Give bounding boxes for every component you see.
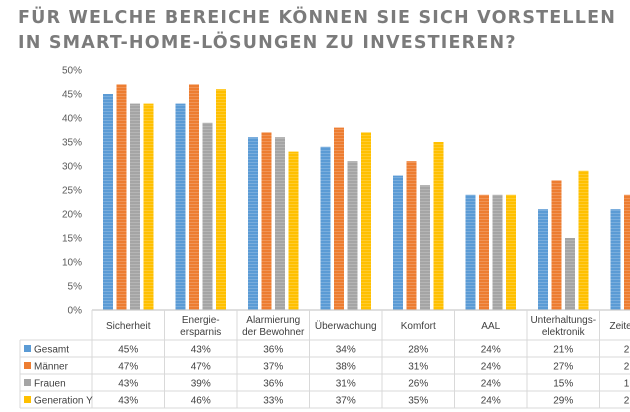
bar-texture	[248, 137, 258, 310]
table-cell-value: 47%	[118, 362, 138, 373]
table-cell-value: 28%	[408, 345, 428, 356]
bar-texture	[538, 209, 548, 310]
table-cell-value: 31%	[336, 379, 356, 390]
bar-texture	[465, 194, 476, 310]
bar-texture	[334, 127, 344, 310]
category-label: Überwachung	[315, 320, 377, 332]
bar-texture	[578, 170, 589, 310]
y-tick-label: 5%	[68, 282, 83, 293]
table-cell-value: 2	[624, 345, 630, 356]
y-tick-label: 35%	[62, 138, 82, 149]
legend-swatch	[24, 362, 31, 369]
category-label: Energie-	[182, 315, 220, 326]
bar-texture	[610, 209, 621, 310]
bar-texture	[143, 103, 154, 310]
bar-texture	[479, 194, 489, 310]
y-tick-label: 20%	[62, 210, 82, 221]
bar-texture	[189, 84, 199, 311]
table-cell-value: 2	[624, 396, 630, 407]
bar-texture	[175, 103, 186, 310]
table-cell-value: 26%	[408, 379, 428, 390]
bar-texture	[420, 185, 430, 310]
title-line-2: IN SMART-HOME-LÖSUNGEN ZU INVESTIEREN?	[18, 33, 517, 53]
bar-texture	[565, 238, 575, 310]
category-label: Unterhaltungs-	[530, 315, 596, 326]
table-cell-value: 43%	[118, 379, 138, 390]
bar-texture	[216, 89, 226, 310]
table-cell-value: 43%	[191, 345, 211, 356]
chart-title: FÜR WELCHE BEREICHE KÖNNEN SIE SICH VORS…	[18, 6, 616, 56]
table-cell-value: 2	[624, 362, 630, 373]
bar-texture	[275, 137, 285, 310]
bar-texture	[116, 84, 127, 311]
y-tick-label: 25%	[62, 186, 82, 197]
bar-texture	[347, 161, 358, 310]
category-label: Sicherheit	[106, 321, 151, 332]
bar-texture	[288, 151, 299, 310]
legend-swatch	[24, 379, 31, 386]
table-cell-value: 43%	[118, 396, 138, 407]
bar-texture	[361, 132, 371, 310]
legend-swatch	[24, 396, 31, 403]
table-cell-value: 47%	[191, 362, 211, 373]
table-cell-value: 24%	[481, 345, 501, 356]
legend-label: Frauen	[34, 379, 66, 390]
bar-texture	[433, 142, 444, 310]
legend-swatch	[24, 345, 31, 352]
category-label: ersparnis	[180, 327, 221, 338]
y-tick-label: 30%	[62, 162, 82, 173]
y-tick-label: 45%	[62, 90, 82, 101]
category-label: der Bewohner	[242, 327, 305, 338]
category-label: Alarmierung	[246, 315, 300, 326]
title-line-1: FÜR WELCHE BEREICHE KÖNNEN SIE SICH VORS…	[18, 8, 617, 28]
bar-texture	[130, 103, 140, 310]
y-tick-label: 0%	[68, 306, 83, 317]
bar-texture	[406, 161, 417, 310]
bar-texture	[393, 175, 403, 310]
category-label: Komfort	[401, 321, 436, 332]
category-label: elektronik	[542, 327, 586, 338]
table-cell-value: 15%	[553, 379, 573, 390]
table-cell-value: 31%	[408, 362, 428, 373]
table-cell-value: 29%	[553, 396, 573, 407]
bars	[103, 84, 630, 311]
table-cell-value: 46%	[191, 396, 211, 407]
y-tick-label: 15%	[62, 234, 82, 245]
bar-texture	[103, 94, 113, 310]
table-cell-value: 1	[624, 379, 630, 390]
y-tick-label: 50%	[62, 66, 82, 77]
table-cell-value: 24%	[481, 396, 501, 407]
table-cell-value: 33%	[263, 396, 283, 407]
table-cell-value: 24%	[481, 379, 501, 390]
y-tick-label: 40%	[62, 114, 82, 125]
table-cell-value: 27%	[553, 362, 573, 373]
bar-texture	[261, 132, 272, 310]
table-cell-value: 45%	[118, 345, 138, 356]
table-cell-value: 21%	[553, 345, 573, 356]
table-cell-value: 24%	[481, 362, 501, 373]
table-cell-value: 38%	[336, 362, 356, 373]
y-axis: 0% 5% 10% 15% 20% 25% 30% 35% 40% 45% 50%	[62, 66, 82, 317]
table-cell-value: 35%	[408, 396, 428, 407]
legend-label: Generation Y	[34, 396, 93, 407]
table-cell-value: 39%	[191, 379, 211, 390]
bar-texture	[202, 122, 213, 310]
table-cell-value: 36%	[263, 345, 283, 356]
category-label: AAL	[481, 321, 500, 332]
category-label: Zeiter	[610, 321, 630, 332]
legend-label: Männer	[34, 362, 69, 373]
y-tick-label: 10%	[62, 258, 82, 269]
bar-texture	[492, 194, 503, 310]
data-table: Sicherheit Energie-ersparnis Alarmierungde…	[19, 309, 630, 409]
table-cell-value: 34%	[336, 345, 356, 356]
table-cell-value: 37%	[336, 396, 356, 407]
bar-texture	[506, 194, 516, 310]
bar-texture	[320, 146, 331, 310]
table-cell-value: 36%	[263, 379, 283, 390]
table-cell-value: 37%	[263, 362, 283, 373]
legend-label: Gesamt	[34, 345, 69, 356]
bar-texture	[551, 180, 562, 310]
bar-texture	[624, 194, 630, 310]
